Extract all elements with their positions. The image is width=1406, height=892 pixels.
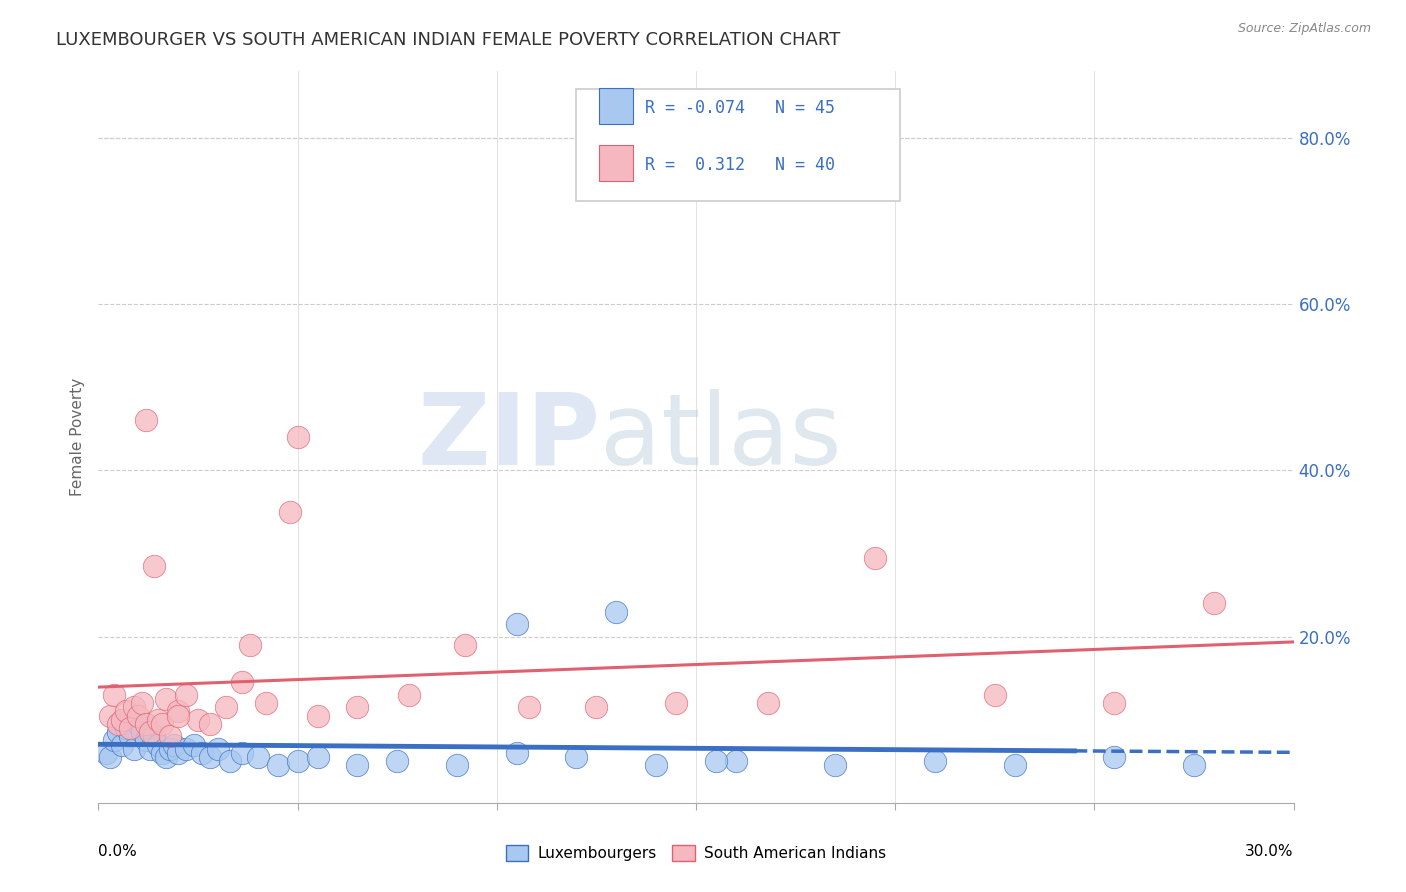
Point: [219, 754, 242, 768]
Point: [131, 696, 153, 710]
Point: [398, 688, 420, 702]
Point: [167, 705, 190, 719]
Point: [127, 708, 149, 723]
Point: [287, 754, 309, 768]
Point: [517, 700, 540, 714]
Point: [174, 688, 197, 702]
Point: [98, 708, 122, 723]
Point: [131, 725, 153, 739]
Point: [1004, 758, 1026, 772]
Point: [107, 716, 129, 731]
Point: [159, 741, 181, 756]
Point: [111, 738, 134, 752]
Point: [187, 713, 209, 727]
Point: [159, 729, 181, 743]
Text: Source: ZipAtlas.com: Source: ZipAtlas.com: [1237, 22, 1371, 36]
Text: LUXEMBOURGER VS SOUTH AMERICAN INDIAN FEMALE POVERTY CORRELATION CHART: LUXEMBOURGER VS SOUTH AMERICAN INDIAN FE…: [56, 31, 841, 49]
Point: [124, 700, 146, 714]
Point: [346, 758, 368, 772]
Point: [120, 721, 142, 735]
Point: [167, 708, 190, 723]
Point: [103, 733, 125, 747]
Point: [127, 716, 149, 731]
Point: [120, 729, 142, 743]
Point: [865, 550, 887, 565]
Point: [148, 713, 170, 727]
Point: [155, 750, 177, 764]
Point: [824, 758, 846, 772]
Point: [307, 750, 329, 764]
Point: [150, 746, 173, 760]
Point: [278, 505, 301, 519]
Point: [198, 716, 221, 731]
Point: [724, 754, 747, 768]
Point: [246, 750, 269, 764]
Point: [139, 725, 162, 739]
Point: [111, 713, 134, 727]
Point: [124, 741, 146, 756]
Point: [163, 738, 186, 752]
Point: [150, 716, 173, 731]
Point: [446, 758, 468, 772]
Point: [135, 733, 157, 747]
Point: [984, 688, 1007, 702]
Point: [207, 741, 229, 756]
Point: [756, 696, 779, 710]
Text: ZIP: ZIP: [418, 389, 600, 485]
Point: [254, 696, 277, 710]
Point: [115, 705, 138, 719]
Text: atlas: atlas: [600, 389, 842, 485]
Point: [239, 638, 262, 652]
Point: [605, 605, 627, 619]
Point: [167, 746, 190, 760]
Point: [96, 746, 118, 760]
Point: [924, 754, 946, 768]
Point: [143, 558, 166, 573]
Point: [385, 754, 409, 768]
Point: [565, 750, 588, 764]
Point: [267, 758, 290, 772]
Point: [1104, 696, 1126, 710]
Point: [454, 638, 477, 652]
Point: [198, 750, 221, 764]
Point: [1182, 758, 1205, 772]
Point: [506, 617, 529, 632]
Point: [231, 675, 253, 690]
Point: [155, 692, 177, 706]
Point: [665, 696, 688, 710]
Legend: Luxembourgers, South American Indians: Luxembourgers, South American Indians: [506, 845, 886, 861]
Point: [287, 430, 309, 444]
Point: [585, 700, 607, 714]
Point: [107, 725, 129, 739]
Point: [1104, 750, 1126, 764]
Y-axis label: Female Poverty: Female Poverty: [69, 378, 84, 496]
Point: [215, 700, 238, 714]
Point: [346, 700, 368, 714]
Point: [148, 738, 170, 752]
Point: [704, 754, 727, 768]
Point: [143, 729, 166, 743]
Point: [183, 738, 205, 752]
Point: [191, 746, 214, 760]
Text: R =  0.312   N = 40: R = 0.312 N = 40: [645, 156, 835, 174]
Point: [139, 741, 162, 756]
Point: [174, 741, 197, 756]
Point: [307, 708, 329, 723]
Point: [98, 750, 122, 764]
Point: [645, 758, 668, 772]
Point: [231, 746, 253, 760]
Point: [506, 746, 529, 760]
Point: [115, 721, 138, 735]
Text: 30.0%: 30.0%: [1246, 845, 1294, 859]
Point: [135, 716, 157, 731]
Point: [103, 688, 125, 702]
Text: 0.0%: 0.0%: [98, 845, 138, 859]
Point: [135, 413, 157, 427]
Point: [1202, 596, 1225, 610]
Text: R = -0.074   N = 45: R = -0.074 N = 45: [645, 99, 835, 117]
